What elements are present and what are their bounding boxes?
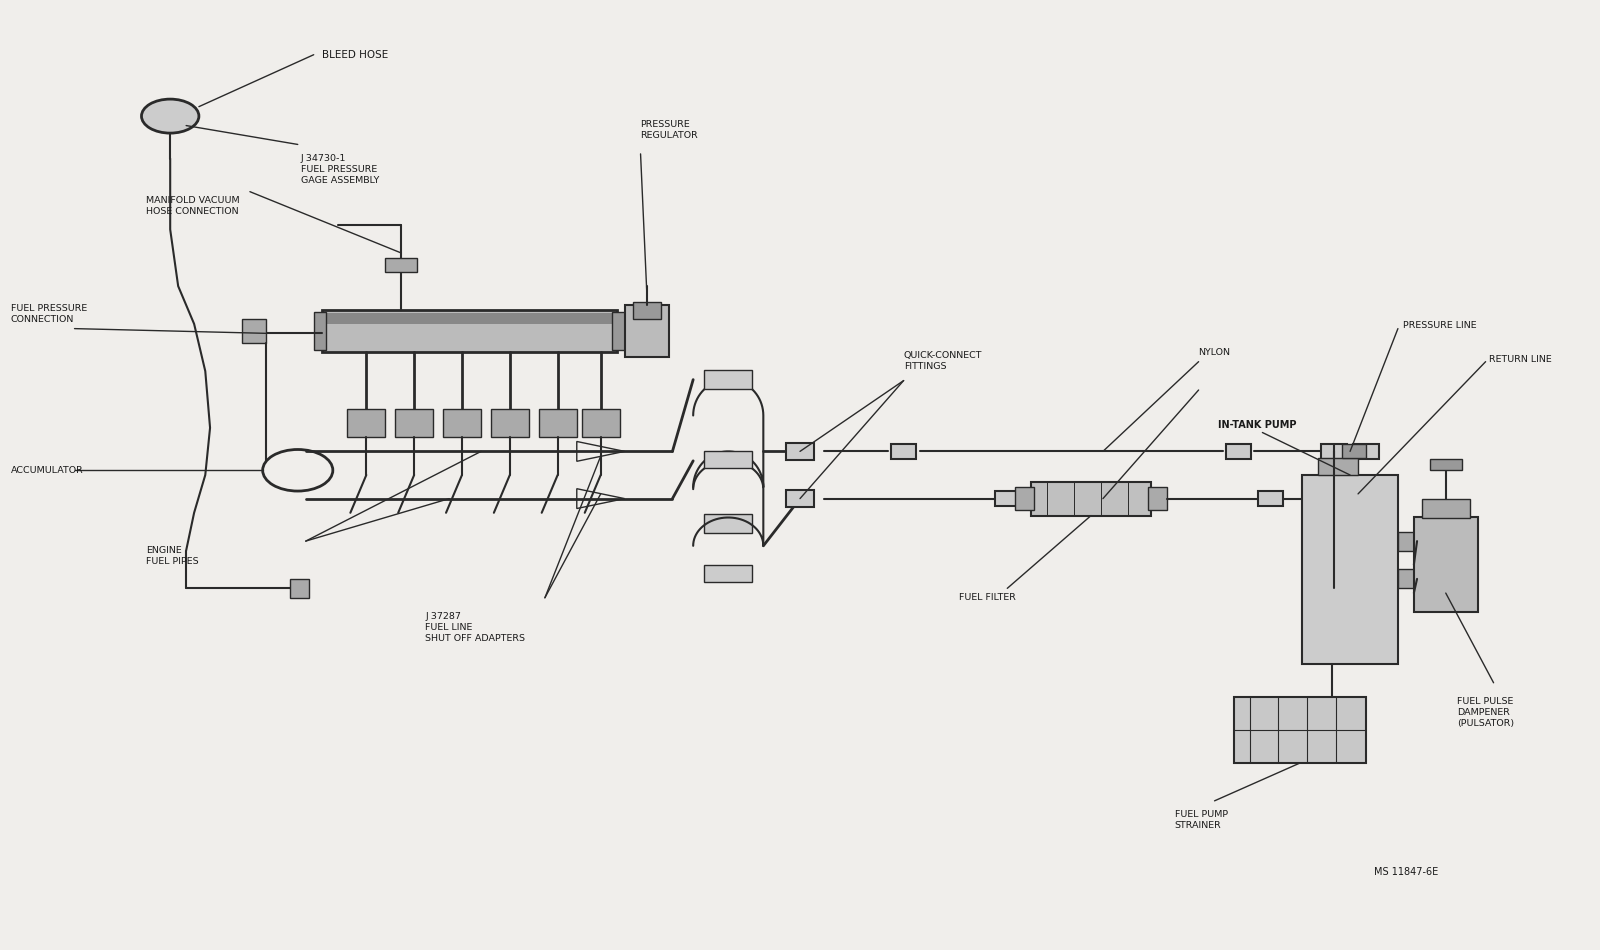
Bar xyxy=(1322,444,1347,459)
Bar xyxy=(347,408,386,437)
Text: J 37287
FUEL LINE
SHUT OFF ADAPTERS: J 37287 FUEL LINE SHUT OFF ADAPTERS xyxy=(426,612,525,643)
Polygon shape xyxy=(576,488,624,508)
Text: PRESSURE LINE: PRESSURE LINE xyxy=(1403,321,1477,331)
Bar xyxy=(1414,518,1478,612)
Text: QUICK-CONNECT
FITTINGS: QUICK-CONNECT FITTINGS xyxy=(904,351,982,371)
Bar xyxy=(632,302,661,319)
Bar xyxy=(995,491,1021,506)
Bar xyxy=(624,305,669,357)
Text: FUEL PULSE
DAMPENER
(PULSATOR): FUEL PULSE DAMPENER (PULSATOR) xyxy=(1458,697,1514,728)
Bar xyxy=(314,312,326,351)
Bar xyxy=(1147,487,1166,510)
Bar xyxy=(891,444,917,459)
Text: RETURN LINE: RETURN LINE xyxy=(1488,355,1552,364)
Bar xyxy=(704,514,752,533)
Text: FUEL FILTER: FUEL FILTER xyxy=(960,593,1016,602)
Bar xyxy=(1422,499,1470,518)
Bar xyxy=(786,490,814,507)
Bar xyxy=(290,579,309,598)
Bar xyxy=(704,370,752,389)
Bar xyxy=(1354,491,1379,506)
Bar xyxy=(443,408,482,437)
Bar xyxy=(322,310,616,352)
Text: NYLON: NYLON xyxy=(1198,348,1230,357)
Bar xyxy=(1398,532,1418,551)
Bar xyxy=(386,257,418,272)
Bar xyxy=(539,408,576,437)
Bar xyxy=(1318,458,1358,475)
Bar xyxy=(322,313,616,324)
Bar xyxy=(1302,475,1398,664)
Bar xyxy=(1354,444,1379,459)
Bar xyxy=(395,408,434,437)
Bar xyxy=(1430,459,1462,470)
Bar xyxy=(1226,444,1251,459)
Bar xyxy=(1016,487,1034,510)
Text: ACCUMULATOR: ACCUMULATOR xyxy=(11,466,83,475)
Bar xyxy=(581,408,619,437)
Text: ENGINE
FUEL PIPES: ENGINE FUEL PIPES xyxy=(146,546,198,566)
Text: MS 11847-6E: MS 11847-6E xyxy=(1374,866,1438,877)
Bar xyxy=(704,564,752,581)
Bar xyxy=(1234,697,1366,763)
Bar xyxy=(786,443,814,460)
Circle shape xyxy=(141,99,198,133)
Text: FUEL PUMP
STRAINER: FUEL PUMP STRAINER xyxy=(1174,810,1227,830)
Bar xyxy=(1258,491,1283,506)
Bar xyxy=(1306,491,1331,506)
Bar xyxy=(1398,569,1418,588)
Text: FUEL PRESSURE
CONNECTION: FUEL PRESSURE CONNECTION xyxy=(11,304,86,324)
Bar xyxy=(491,408,530,437)
Text: J 34730-1
FUEL PRESSURE
GAGE ASSEMBLY: J 34730-1 FUEL PRESSURE GAGE ASSEMBLY xyxy=(301,154,379,185)
Bar xyxy=(704,451,752,468)
Bar xyxy=(1030,482,1150,516)
Bar xyxy=(242,319,266,343)
Text: MANIFOLD VACUUM
HOSE CONNECTION: MANIFOLD VACUUM HOSE CONNECTION xyxy=(146,197,240,217)
Text: PRESSURE
REGULATOR: PRESSURE REGULATOR xyxy=(640,120,698,140)
Text: IN-TANK PUMP: IN-TANK PUMP xyxy=(1218,420,1296,429)
Circle shape xyxy=(262,449,333,491)
Text: BLEED HOSE: BLEED HOSE xyxy=(322,49,387,60)
Bar xyxy=(611,312,624,351)
Polygon shape xyxy=(576,442,624,462)
Bar xyxy=(1322,491,1347,506)
Bar xyxy=(1342,444,1366,458)
